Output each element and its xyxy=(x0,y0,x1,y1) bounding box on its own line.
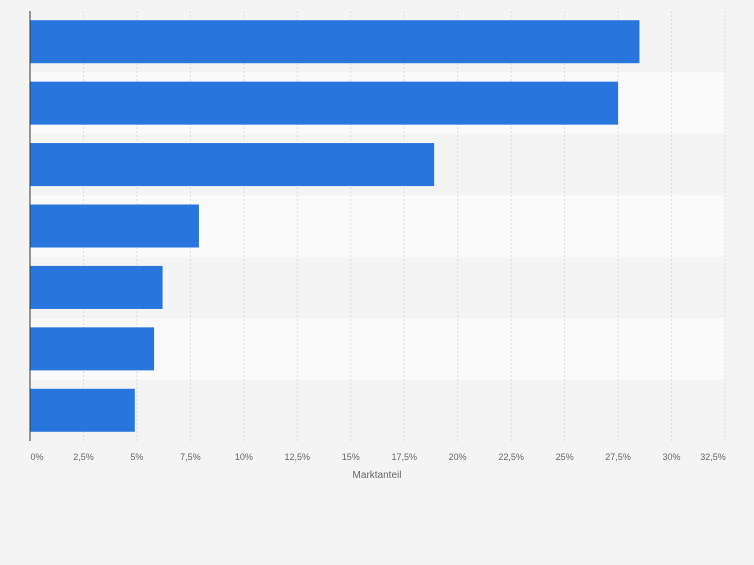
x-tick-label: 0% xyxy=(30,452,43,462)
x-tick-label: 5% xyxy=(130,452,143,462)
bar[interactable] xyxy=(30,143,435,187)
x-tick-label: 22,5% xyxy=(498,452,524,462)
bar[interactable] xyxy=(30,265,163,309)
x-tick-label: 12,5% xyxy=(285,452,311,462)
bars xyxy=(30,20,640,432)
row-band xyxy=(30,379,725,441)
x-tick-label: 15% xyxy=(342,452,360,462)
x-tick-label: 17,5% xyxy=(391,452,417,462)
bar[interactable] xyxy=(30,81,619,125)
x-tick-label: 32,5% xyxy=(700,452,726,462)
x-tick-label: 10% xyxy=(235,452,253,462)
x-tick-label: 27,5% xyxy=(605,452,631,462)
x-tick-label: 20% xyxy=(449,452,467,462)
bar[interactable] xyxy=(30,204,199,248)
x-tick-labels: 0% 2,5% 5% 7,5% 10% 12,5% 15% 17,5% 20% 22,5% 25% 2… xyxy=(30,452,725,462)
x-axis-label: Marktanteil xyxy=(353,470,402,481)
x-tick-label: 30% xyxy=(663,452,681,462)
x-tick-label: 7,5% xyxy=(180,452,201,462)
x-tick-label: 25% xyxy=(556,452,574,462)
bar[interactable] xyxy=(30,388,135,432)
bar[interactable] xyxy=(30,327,155,371)
bar[interactable] xyxy=(30,20,640,64)
x-tick-label: 2,5% xyxy=(73,452,94,462)
